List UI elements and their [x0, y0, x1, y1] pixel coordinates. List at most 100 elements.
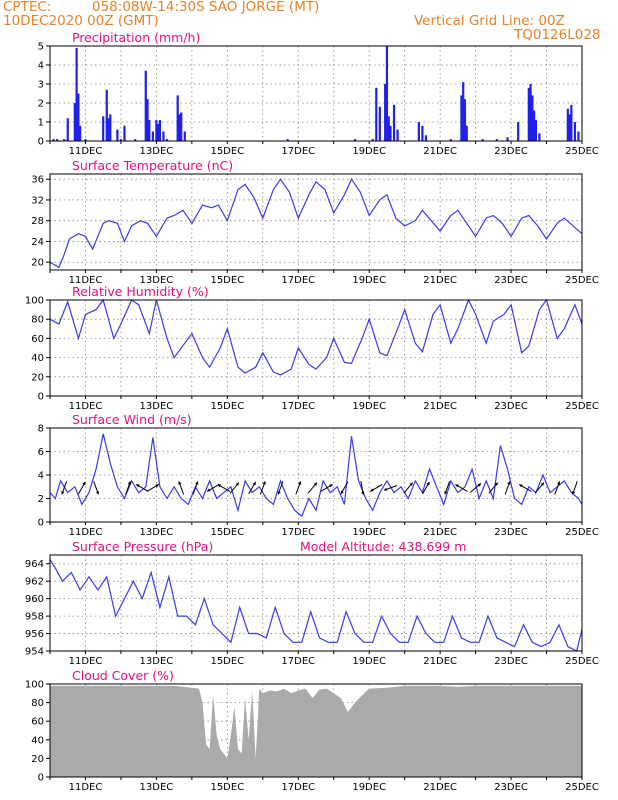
precip-bar [424, 135, 428, 141]
x-tick-label: 13DEC [140, 275, 174, 286]
wind-arrow-head [262, 481, 266, 485]
precip-bar [529, 84, 532, 141]
y-tick-label: 60 [31, 717, 44, 728]
y-tick-label: 100 [25, 680, 44, 691]
panel-frame [49, 554, 583, 652]
precip-bar [119, 139, 123, 141]
x-tick-label: 11DEC [69, 527, 103, 538]
x-tick-label: 25DEC [565, 782, 599, 793]
x-tick-label: 15DEC [210, 782, 244, 793]
y-tick-label: 32 [31, 195, 44, 206]
precip-bar [481, 139, 484, 141]
x-tick-label: 23DEC [494, 656, 528, 667]
precip-bar [176, 95, 179, 141]
y-tick-label: 0 [38, 392, 44, 403]
x-tick-label: 19DEC [352, 656, 386, 667]
y-tick-label: 80 [31, 315, 44, 326]
wind-arrow-head [178, 481, 182, 485]
wind-arrow-head [217, 484, 222, 488]
y-tick-label: 100 [25, 296, 44, 307]
precip-bar [531, 95, 534, 141]
precip-bar [165, 139, 169, 141]
y-tick-label: 1 [38, 118, 44, 129]
wind-arrow-head [361, 491, 365, 495]
y-tick-label: 0 [38, 518, 44, 529]
precip-bar [107, 118, 110, 141]
x-tick-label: 11DEC [69, 275, 103, 286]
header-date: 10DEC2020 00Z (GMT) [3, 13, 159, 29]
precip-bar [63, 139, 66, 141]
x-tick-label: 13DEC [140, 782, 174, 793]
y-tick-label: 28 [31, 216, 44, 227]
precip-bar [102, 116, 105, 141]
panel-title: Surface Temperature (nC) [72, 158, 233, 173]
y-tick-label: 80 [31, 698, 44, 709]
precip-bar [66, 118, 69, 141]
precip-bar [157, 123, 160, 141]
precip-bar [385, 46, 389, 141]
wind-arrow-head [252, 481, 256, 486]
y-tick-label: 20 [31, 372, 44, 383]
series-line [49, 177, 583, 269]
precip-bar [421, 125, 424, 141]
y-tick-label: 4 [38, 471, 44, 482]
y-tick-label: 36 [31, 175, 44, 186]
precip-bar [396, 129, 399, 141]
wind-arrow-head [329, 484, 333, 488]
cloud-cover-area [50, 685, 582, 777]
precip-bar [144, 70, 147, 141]
x-tick-label: 17DEC [281, 782, 315, 793]
precip-bar [178, 114, 181, 141]
header-source: CPTEC: [3, 0, 52, 15]
panel-title: Surface Pressure (hPa) [72, 539, 213, 554]
x-tick-label: 11DEC [69, 656, 103, 667]
precip-bar [566, 108, 569, 141]
precip-bar [462, 82, 465, 141]
x-tick-label: 13DEC [140, 401, 174, 412]
precip-bar [465, 125, 468, 141]
wind-arrow-head [95, 491, 99, 495]
precip-bar [495, 139, 498, 141]
x-tick-label: 21DEC [423, 275, 457, 286]
x-tick-label: 19DEC [352, 275, 386, 286]
precip-bar [517, 122, 520, 141]
precip-bar [286, 139, 289, 141]
x-tick-label: 21DEC [423, 146, 457, 157]
precip-bar [146, 99, 149, 141]
y-tick-label: 5 [38, 42, 44, 53]
y-tick-label: 3 [38, 80, 44, 91]
x-tick-label: 23DEC [494, 275, 528, 286]
y-tick-label: 60 [31, 334, 44, 345]
panel-frame [49, 299, 583, 397]
precip-bar [375, 87, 378, 141]
precip-bar [155, 120, 158, 141]
wind-arrow-head [572, 491, 576, 495]
y-tick-label: 20 [31, 754, 44, 765]
precip-bar [84, 139, 87, 141]
header-grid-note: Vertical Grid Line: 00Z [414, 13, 565, 29]
x-tick-label: 19DEC [352, 527, 386, 538]
x-tick-label: 19DEC [352, 401, 386, 412]
wind-arrow-head [195, 481, 199, 485]
x-tick-label: 13DEC [140, 146, 174, 157]
wind-arrow-head [340, 490, 344, 494]
y-tick-label: 4 [38, 61, 44, 72]
precip-bar [389, 125, 392, 141]
wind-arrow-head [370, 488, 374, 492]
x-tick-label: 13DEC [140, 656, 174, 667]
precip-bar [387, 116, 390, 141]
precip-bar [180, 112, 183, 141]
x-tick-label: 15DEC [210, 275, 244, 286]
x-tick-label: 15DEC [210, 401, 244, 412]
header-location: 058:08W-14:30S SAO JORGE (MT) [92, 0, 320, 15]
precip-bar [75, 47, 78, 141]
precip-bar [116, 129, 119, 141]
wind-arrow-head [409, 482, 413, 486]
wind-arrow-head [455, 484, 459, 488]
x-tick-label: 11DEC [69, 782, 103, 793]
y-tick-label: 2 [38, 494, 44, 505]
x-tick-label: 25DEC [565, 146, 599, 157]
precip-bar [105, 89, 108, 141]
x-tick-label: 23DEC [494, 527, 528, 538]
